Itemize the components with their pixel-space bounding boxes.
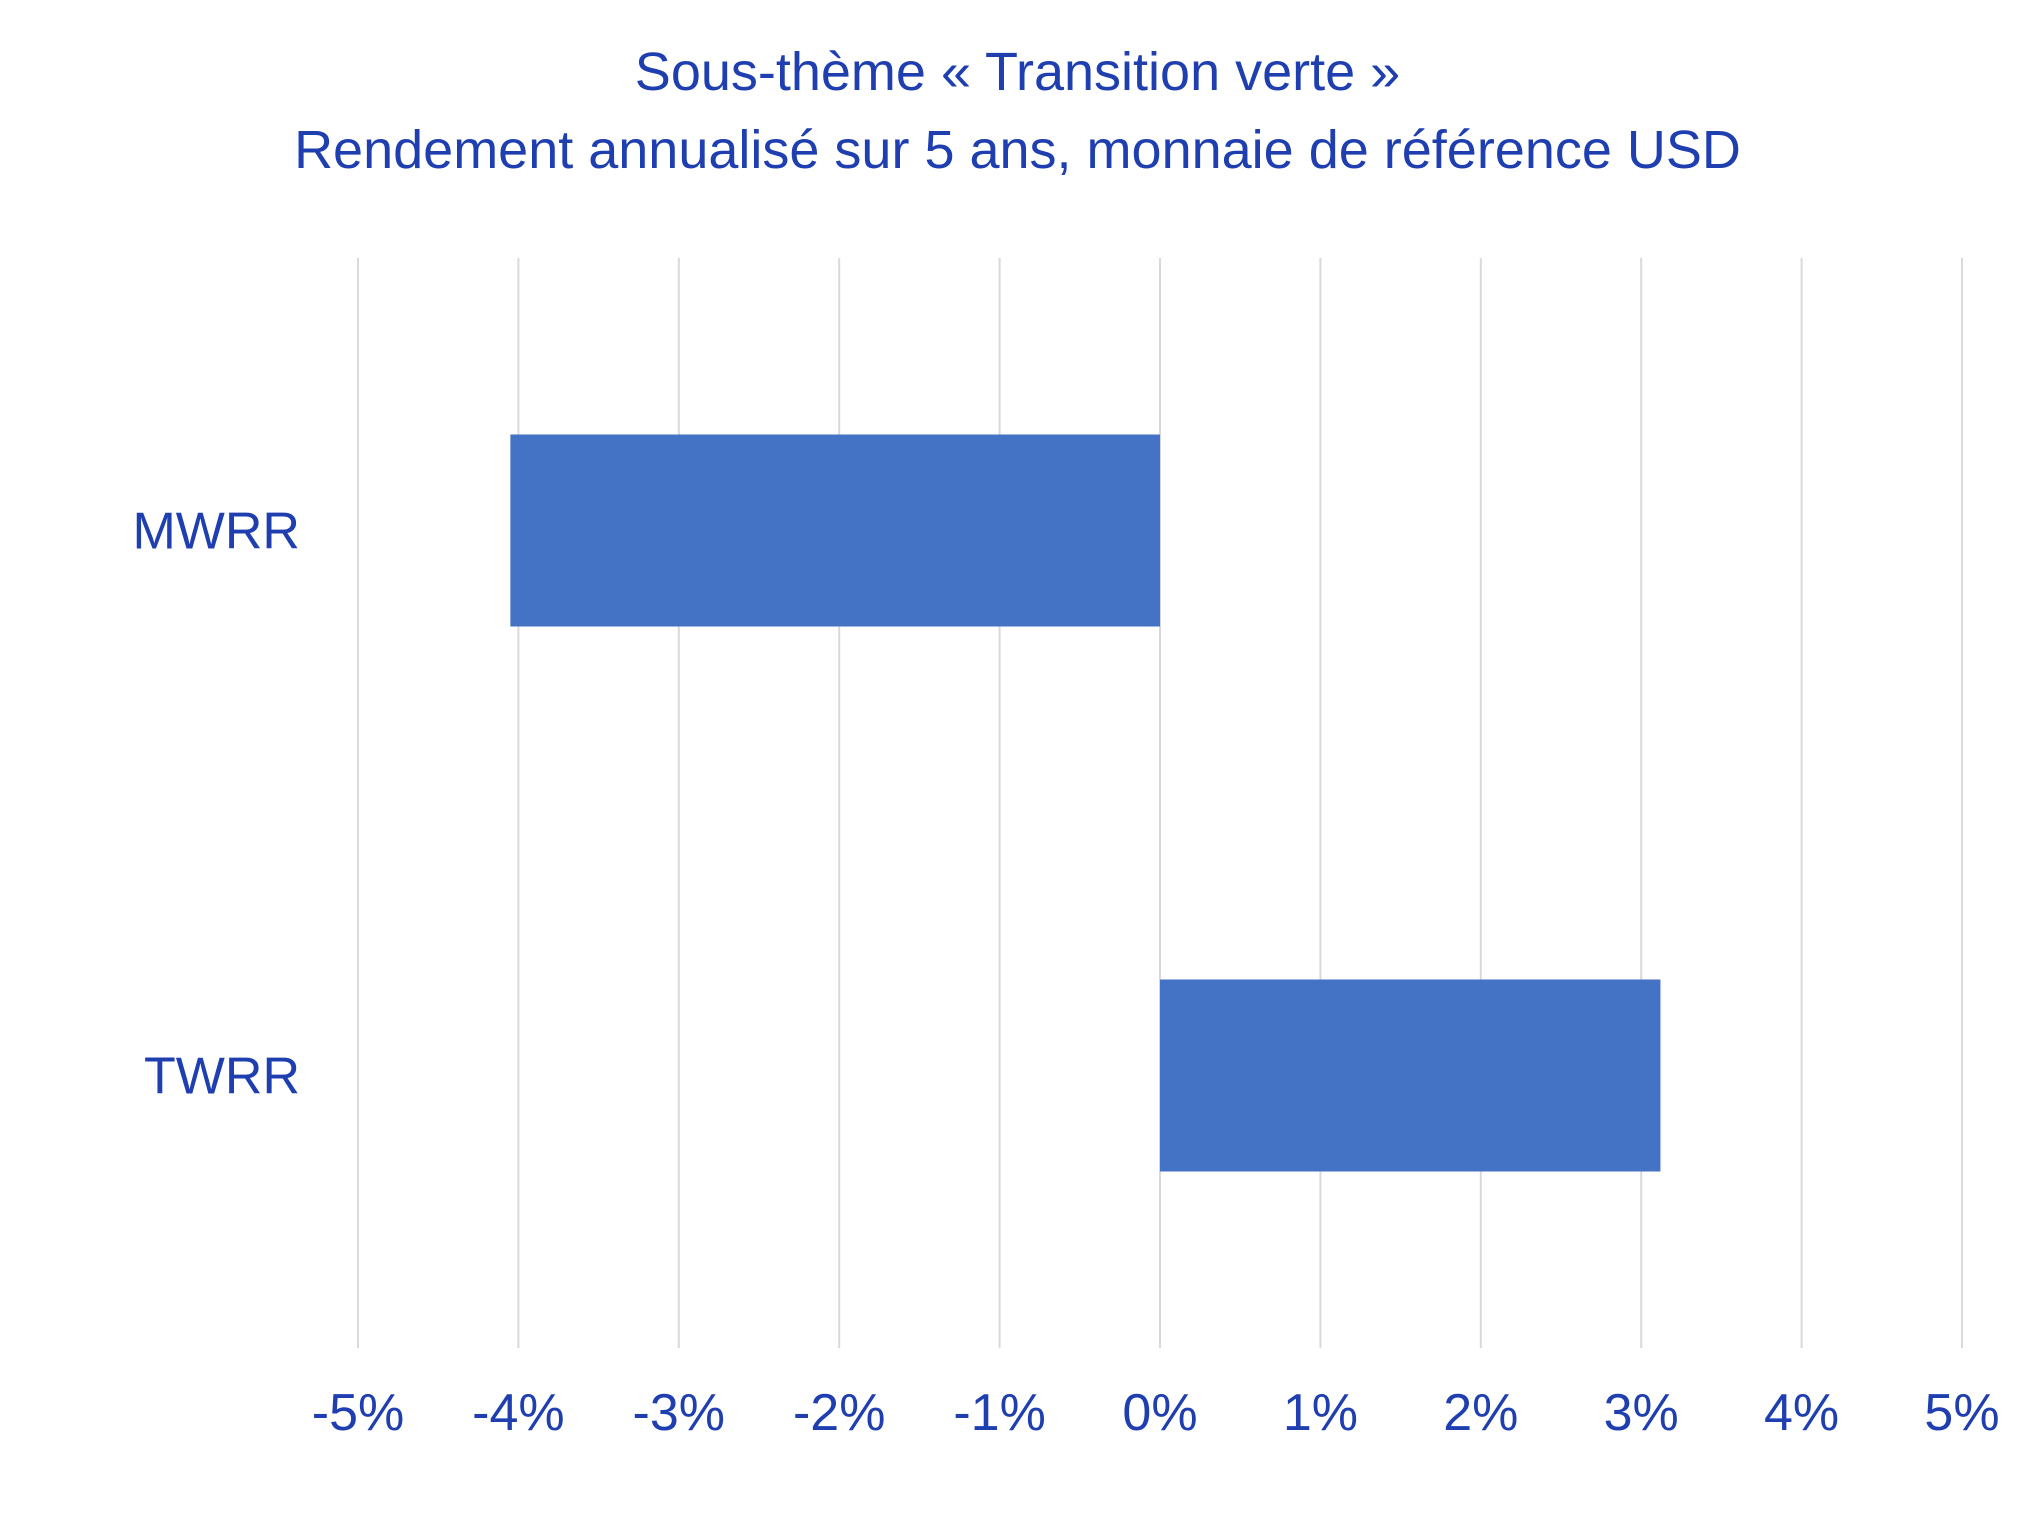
x-tick-label: 0% — [1122, 1384, 1197, 1442]
x-tick-label: 3% — [1604, 1384, 1679, 1442]
x-tick-label: -2% — [793, 1384, 885, 1442]
x-tick-label: 5% — [1924, 1384, 1999, 1442]
x-tick-label: 2% — [1443, 1384, 1518, 1442]
x-tick-label: -1% — [953, 1384, 1045, 1442]
category-label: TWRR — [144, 1048, 300, 1106]
chart-title: Sous-thème « Transition verte » — [634, 42, 1401, 102]
x-tick-label: -5% — [312, 1384, 404, 1442]
x-tick-label: -3% — [633, 1384, 725, 1442]
chart-subtitle: Rendement annualisé sur 5 ans, monnaie d… — [294, 120, 1741, 180]
x-tick-label: 1% — [1283, 1384, 1358, 1442]
bar — [1160, 979, 1661, 1172]
bar — [510, 434, 1160, 627]
x-tick-label: 4% — [1764, 1384, 1839, 1442]
category-label: MWRR — [132, 503, 300, 561]
x-tick-label: -4% — [472, 1384, 564, 1442]
